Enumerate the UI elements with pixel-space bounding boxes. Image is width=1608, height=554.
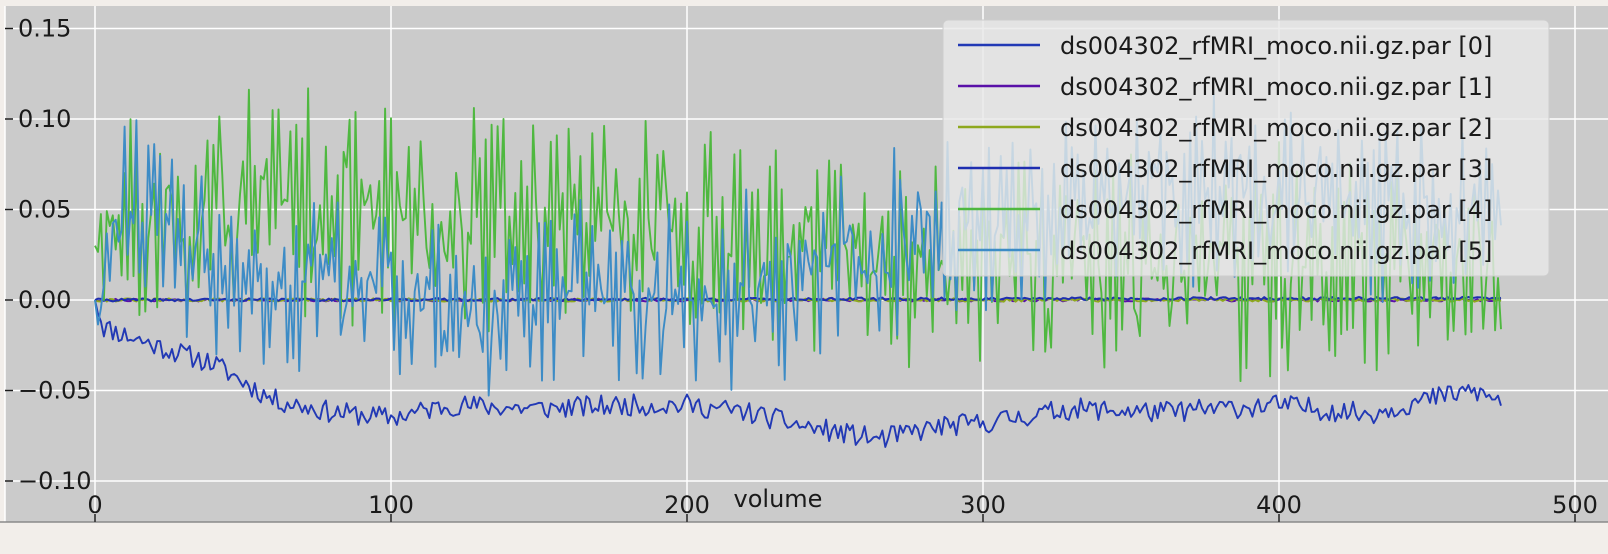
legend-label: ds004302_rfMRI_moco.nii.gz.par [0]: [1060, 32, 1492, 60]
legend-label: ds004302_rfMRI_moco.nii.gz.par [3]: [1060, 155, 1492, 183]
x-tick-label: 300: [960, 491, 1006, 519]
y-tick-label: 0.05: [18, 196, 71, 224]
legend-box: [942, 19, 1550, 277]
y-tick-label: −0.10: [18, 467, 92, 495]
legend-label: ds004302_rfMRI_moco.nii.gz.par [1]: [1060, 73, 1492, 101]
y-tick-label: 0.00: [18, 286, 71, 314]
legend-label: ds004302_rfMRI_moco.nii.gz.par [4]: [1060, 196, 1492, 224]
x-tick-label: 100: [368, 491, 414, 519]
x-tick-label: 0: [87, 491, 102, 519]
legend: ds004302_rfMRI_moco.nii.gz.par [0] ds0043…: [942, 19, 1550, 277]
legend-label: ds004302_rfMRI_moco.nii.gz.par [5]: [1060, 237, 1492, 265]
y-tick-label: 0.10: [18, 105, 71, 133]
y-tick-label: 0.15: [18, 15, 71, 43]
x-tick-label: 400: [1256, 491, 1302, 519]
x-tick-label: 200: [664, 491, 710, 519]
x-axis-title: volume: [734, 485, 823, 513]
series-line-0: [94, 299, 1502, 448]
legend-label: ds004302_rfMRI_moco.nii.gz.par [2]: [1060, 114, 1492, 142]
y-tick-label: −0.05: [18, 377, 92, 405]
x-tick-label: 500: [1552, 491, 1598, 519]
